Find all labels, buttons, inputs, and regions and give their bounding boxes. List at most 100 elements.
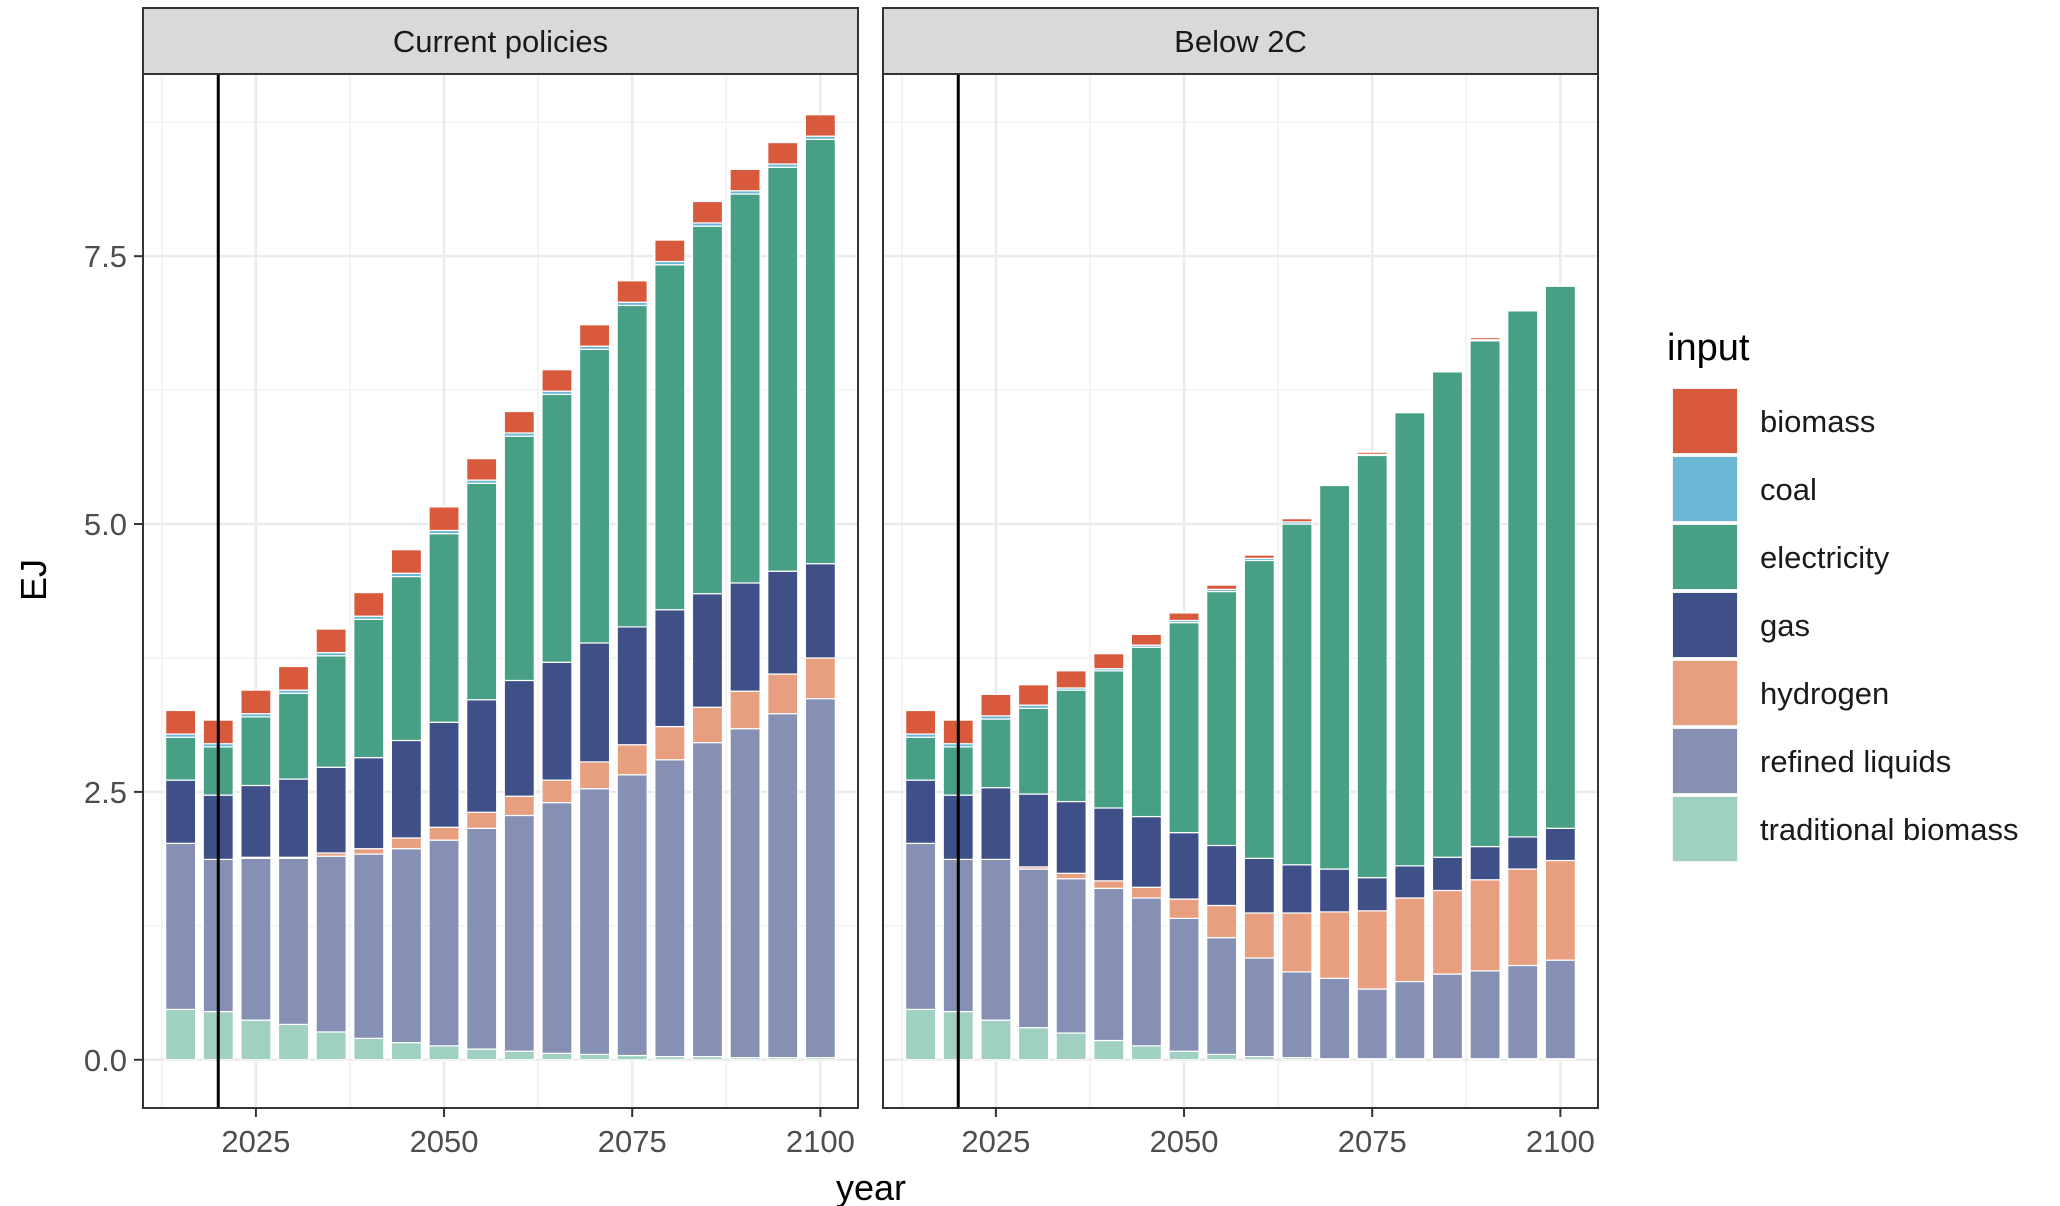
bar-segment-gas-2015 [165, 779, 197, 844]
bar-segment-hydrogen-2095 [767, 673, 799, 715]
bar-segment-hydrogen-2090 [729, 690, 761, 730]
bar-segment-gas-2095 [767, 570, 799, 675]
bar-segment-electricity-2090 [729, 193, 761, 584]
bar-segment-refined-liquids-2090 [729, 728, 761, 1059]
y-tick-label: 5.0 [84, 507, 127, 542]
bar-segment-gas-2095 [1507, 836, 1539, 870]
bar-segment-electricity-2025 [240, 716, 272, 787]
bar-segment-refined-liquids-2065 [541, 802, 573, 1054]
bar-segment-gas-2060 [1243, 857, 1275, 914]
bar-segment-biomass-2015 [165, 709, 197, 735]
bar-segment-biomass-2030 [1017, 684, 1050, 706]
bar-segment-biomass-2075 [1356, 451, 1388, 455]
bar-segment-hydrogen-2040 [1093, 880, 1125, 889]
bar-segment-electricity-2025 [980, 718, 1012, 789]
legend-swatch [1673, 457, 1737, 521]
legend-item-coal: coal [1672, 456, 1817, 522]
bar-segment-gas-2050 [1168, 832, 1200, 900]
bar-segment-hydrogen-2095 [1507, 868, 1539, 967]
bar-segment-hydrogen-2045 [1130, 886, 1163, 899]
bar-segment-electricity-2060 [503, 435, 535, 682]
bar-segment-electricity-2060 [1243, 559, 1275, 859]
panel-current-policies: Current policies 2025 2050 2075 2100 0.0 2.5 5.… [84, 7, 859, 1159]
bar-segment-electricity-2030 [1017, 707, 1050, 795]
bar-segment-gas-2100 [1544, 827, 1576, 862]
bar-segment-gas-2080 [1394, 865, 1426, 899]
bar-segment-electricity-2015 [905, 736, 937, 781]
bar-segment-gas-2070 [1318, 868, 1351, 913]
legend-item-traditional-biomass: traditional biomass [1672, 796, 2018, 862]
bar-segment-biomass-2065 [541, 369, 573, 392]
bar-segment-coal-2100 [1544, 284, 1576, 287]
bar-segment-traditional-biomass-2045 [390, 1042, 423, 1061]
bar-segment-biomass-2070 [578, 324, 611, 347]
bar-segment-biomass-2040 [1093, 653, 1125, 670]
bar-segment-refined-liquids-2095 [767, 713, 799, 1059]
bar-segment-hydrogen-2075 [616, 744, 648, 776]
bar-segment-traditional-biomass-2040 [1093, 1039, 1125, 1061]
bar-segment-gas-2075 [616, 626, 648, 746]
bar-segment-refined-liquids-2095 [1507, 964, 1539, 1060]
bar-segment-gas-2085 [691, 593, 724, 708]
bar-segment-biomass-2055 [466, 458, 498, 481]
bar-segment-refined-liquids-2015 [165, 842, 197, 1011]
legend-item-gas: gas [1672, 592, 1810, 658]
facet-title: Below 2C [1174, 24, 1307, 59]
bar-segment-refined-liquids-2025 [240, 857, 272, 1021]
bar-segment-refined-liquids-2070 [1318, 977, 1351, 1060]
bar-segment-gas-2065 [541, 661, 573, 781]
legend-swatch [1673, 729, 1737, 793]
bar-segment-electricity-2050 [428, 533, 460, 723]
bar-segment-refined-liquids-2015 [905, 842, 937, 1011]
bar-segment-hydrogen-2050 [1168, 898, 1200, 919]
y-axis-title: EJ [13, 559, 54, 601]
bar-segment-gas-2050 [428, 721, 460, 828]
bar-segment-hydrogen-2065 [1281, 912, 1313, 973]
legend-label: coal [1760, 472, 1817, 507]
bar-segment-traditional-biomass-2035 [315, 1031, 347, 1061]
bar-segment-biomass-2065 [1281, 518, 1313, 523]
legend-item-refined-liquids: refined liquids [1672, 728, 1951, 794]
bar-segment-refined-liquids-2080 [654, 759, 686, 1058]
bar-segment-refined-liquids-2075 [1356, 988, 1388, 1060]
bar-segment-coal-2070 [1318, 483, 1351, 487]
bar-segment-electricity-2075 [616, 304, 648, 628]
bar-segment-biomass-2045 [1130, 633, 1163, 646]
bar-segment-hydrogen-2050 [428, 826, 460, 841]
bar-segment-biomass-2090 [729, 168, 761, 192]
bar-segment-hydrogen-2090 [1469, 879, 1501, 972]
legend: input biomass coal electricity gas hydrogen r… [1667, 327, 2018, 862]
bar-segment-gas-2040 [1093, 807, 1125, 882]
bar-segment-coal-2095 [1507, 309, 1539, 312]
bar-segment-refined-liquids-2080 [1394, 980, 1426, 1060]
x-tick-label: 2025 [221, 1124, 290, 1159]
facet-strip [882, 7, 1599, 75]
bar-segment-biomass-2075 [616, 280, 648, 303]
bar-segment-traditional-biomass-2060 [503, 1050, 535, 1061]
bar-segment-hydrogen-2040 [353, 848, 385, 855]
bar-segment-gas-2070 [578, 642, 611, 763]
bar-segment-gas-2045 [1130, 815, 1163, 888]
bar-segment-electricity-2085 [691, 225, 724, 595]
x-axis-title: year [836, 1167, 906, 1206]
bar-segment-traditional-biomass-2025 [980, 1019, 1012, 1061]
x-tick-label: 2075 [598, 1124, 667, 1159]
bar-segment-electricity-2045 [1130, 646, 1163, 818]
bar-segment-refined-liquids-2040 [1093, 887, 1125, 1042]
legend-item-hydrogen: hydrogen [1672, 660, 1889, 726]
bar-segment-traditional-biomass-2035 [1055, 1032, 1087, 1061]
bar-segment-hydrogen-2055 [466, 811, 498, 829]
legend-swatch [1673, 525, 1737, 589]
bar-segment-biomass-2030 [277, 665, 310, 691]
bar-segment-hydrogen-2085 [691, 706, 724, 744]
bar-segment-traditional-biomass-2055 [466, 1048, 498, 1061]
bar-segment-electricity-2065 [541, 393, 573, 663]
bar-segment-refined-liquids-2025 [980, 858, 1012, 1021]
bar-segment-biomass-2085 [691, 200, 724, 224]
bar-segment-biomass-2090 [1469, 336, 1501, 341]
bar-segment-traditional-biomass-2055 [1206, 1053, 1238, 1061]
bar-segment-refined-liquids-2070 [578, 788, 611, 1056]
facet-strip [142, 7, 859, 75]
x-tick-label: 2050 [410, 1124, 479, 1159]
bar-segment-electricity-2040 [1093, 670, 1125, 809]
